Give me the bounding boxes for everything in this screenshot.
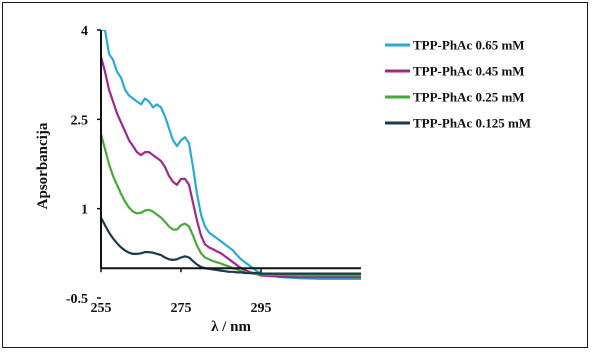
x-tick-label: 295 — [251, 301, 272, 316]
y-tick-label: 2.5 — [71, 113, 89, 128]
y-tick-label: 1 — [81, 203, 88, 218]
legend-label-4: TPP-PhAc 0.125 mM — [413, 116, 531, 131]
x-tick-label: 255 — [91, 301, 112, 316]
legend-label-1: TPP-PhAc 0.65 mM — [413, 38, 525, 53]
y-tick-label: -0.5 — [66, 292, 88, 307]
series-line-2 — [101, 56, 361, 279]
x-axis-title: λ / nm — [211, 319, 251, 335]
y-tick-label: 4 — [81, 24, 88, 39]
legend-label-3: TPP-PhAc 0.25 mM — [413, 90, 525, 105]
y-axis-title: Apsorbancija — [35, 122, 51, 209]
chart-frame — [2, 2, 588, 348]
series-line-4 — [101, 217, 361, 275]
legend: TPP-PhAc 0.65 mM TPP-PhAc 0.45 mM TPP-PhAc… — [385, 38, 531, 131]
legend-label-2: TPP-PhAc 0.45 mM — [413, 64, 525, 79]
x-tick-label: 275 — [171, 301, 192, 316]
